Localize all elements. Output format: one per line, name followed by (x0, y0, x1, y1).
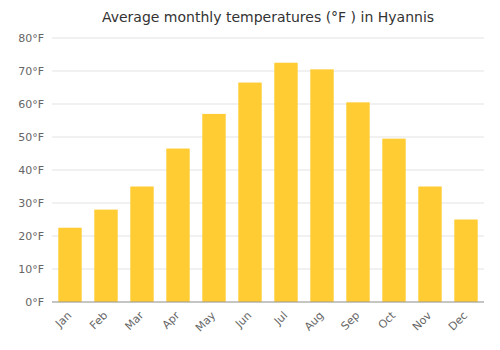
y-tick-label: 70°F (18, 65, 44, 78)
x-tick-label: Jun (232, 309, 254, 331)
y-axis: 0°F 10°F 20°F 30°F 40°F 50°F 60°F 70°F 80°F (18, 32, 44, 309)
bar (382, 139, 405, 302)
grid-line (52, 137, 484, 138)
bar (238, 83, 261, 302)
bar (58, 228, 81, 302)
chart-svg: Average monthly temperatures (°F ) in Hy… (0, 0, 500, 350)
x-tick-label: Mar (122, 309, 146, 333)
y-grid (52, 38, 484, 302)
grid-line (52, 104, 484, 105)
bar (418, 187, 441, 303)
x-tick-label: May (193, 309, 219, 335)
x-tick-label: Aug (302, 309, 326, 333)
bar (130, 187, 153, 303)
y-tick-label: 0°F (25, 296, 44, 309)
x-tick-label: Oct (376, 309, 399, 332)
chart-title: Average monthly temperatures (°F ) in Hy… (102, 9, 434, 25)
bar (94, 210, 117, 302)
x-tick-label: Jul (271, 309, 290, 328)
bars (58, 63, 477, 302)
y-tick-label: 50°F (18, 131, 44, 144)
bar (166, 149, 189, 302)
x-tick-label: Jan (52, 309, 74, 331)
grid-line (52, 302, 484, 303)
grid-line (52, 71, 484, 72)
x-tick-label: Apr (160, 309, 183, 332)
x-tick-label: Sep (338, 309, 362, 333)
grid-line (52, 170, 484, 171)
bar (202, 114, 225, 302)
bar (454, 220, 477, 303)
y-tick-label: 10°F (18, 263, 44, 276)
y-tick-label: 80°F (18, 32, 44, 45)
y-tick-label: 40°F (18, 164, 44, 177)
chart-container: Average monthly temperatures (°F ) in Hy… (0, 0, 500, 350)
grid-line (52, 38, 484, 39)
x-tick-label: Nov (410, 309, 435, 334)
x-tick-label: Feb (87, 309, 110, 332)
bar (346, 102, 369, 302)
bar (274, 63, 297, 302)
y-tick-label: 20°F (18, 230, 44, 243)
y-tick-label: 60°F (18, 98, 44, 111)
x-tick-label: Dec (446, 309, 470, 333)
x-axis-line (52, 302, 484, 303)
x-axis: Jan Feb Mar Apr May Jun Jul Aug Sep Oct Nov Dec (52, 309, 470, 335)
bar (310, 69, 333, 302)
y-tick-label: 30°F (18, 197, 44, 210)
